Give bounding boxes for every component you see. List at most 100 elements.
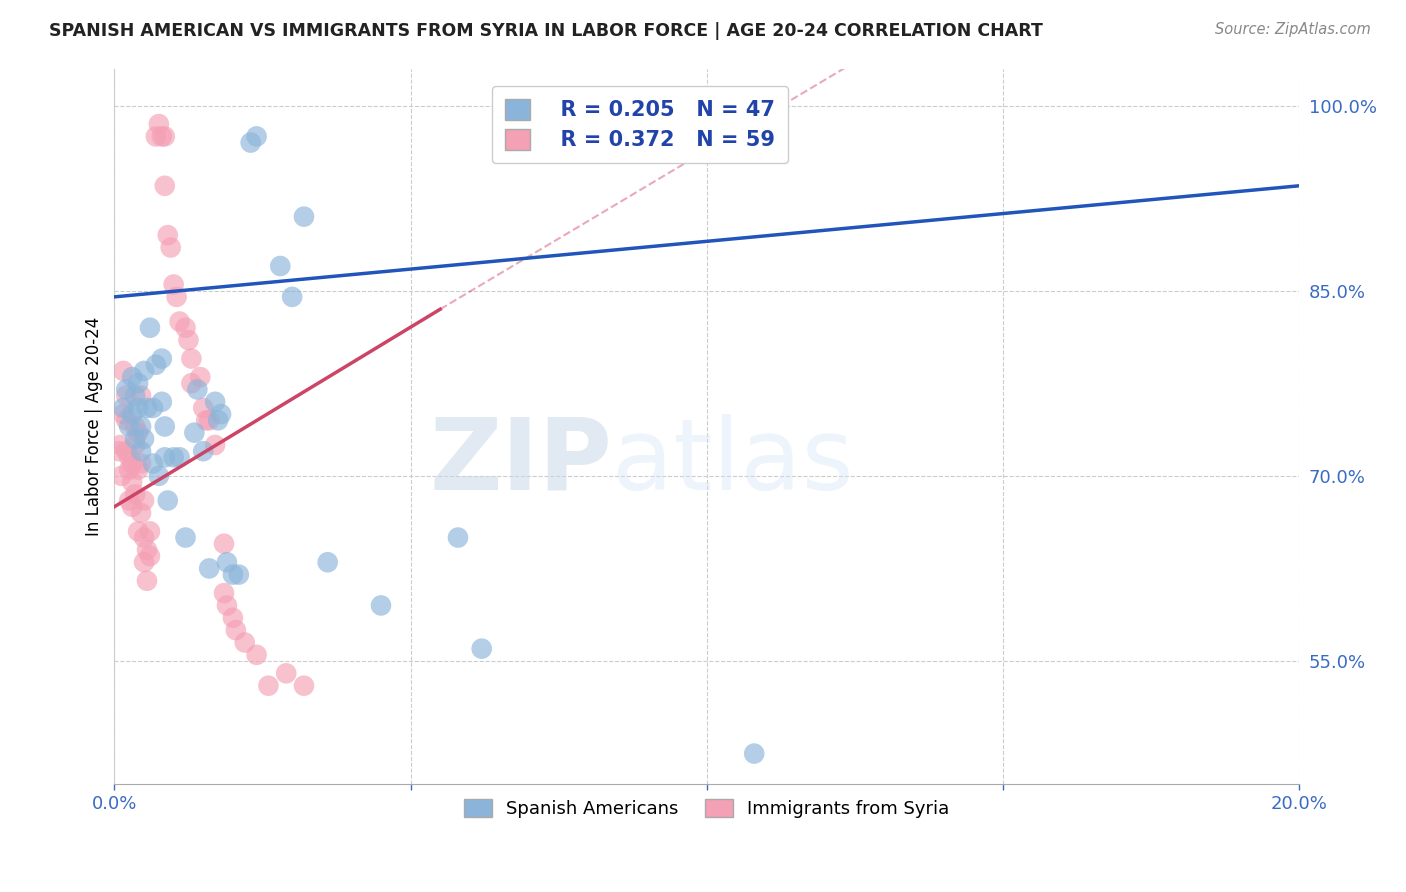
Point (129, 389, 152, 403)
Point (169, 450, 191, 465)
Point (177, 333, 200, 347)
Point (148, 117, 170, 131)
Point (121, 500, 143, 514)
Point (132, 432, 155, 446)
Point (159, 240, 181, 254)
Point (124, 438, 146, 452)
Point (115, 444, 138, 458)
Point (281, 290, 304, 304)
Point (471, 641, 494, 656)
Point (142, 457, 165, 471)
Point (180, 351, 202, 366)
Point (115, 383, 138, 397)
Point (127, 401, 149, 415)
Point (127, 463, 149, 477)
Point (129, 444, 152, 458)
Legend: Spanish Americans, Immigrants from Syria: Spanish Americans, Immigrants from Syria (457, 792, 956, 825)
Point (129, 457, 152, 471)
Point (132, 555, 155, 569)
Point (204, 394, 226, 409)
Point (174, 320, 197, 334)
Point (233, 635, 256, 649)
Point (136, 574, 159, 588)
Point (215, 599, 238, 613)
Point (142, 401, 165, 415)
Point (195, 413, 218, 427)
Text: atlas: atlas (612, 414, 853, 511)
Point (153, 450, 176, 465)
Point (212, 537, 235, 551)
Point (292, 679, 315, 693)
Point (212, 586, 235, 600)
Point (204, 438, 226, 452)
Point (132, 364, 155, 378)
Point (276, 666, 298, 681)
Point (207, 413, 229, 427)
Point (127, 425, 149, 440)
Point (156, 493, 179, 508)
Point (228, 567, 250, 582)
Point (156, 228, 179, 243)
Point (193, 444, 215, 458)
Point (316, 555, 339, 569)
Point (110, 438, 132, 452)
Point (124, 419, 146, 434)
Point (742, 747, 765, 761)
Point (245, 648, 267, 662)
Point (269, 259, 291, 273)
Point (447, 531, 470, 545)
Point (118, 463, 141, 477)
Point (127, 376, 149, 391)
Text: ZIP: ZIP (429, 414, 612, 511)
Text: SPANISH AMERICAN VS IMMIGRANTS FROM SYRIA IN LABOR FORCE | AGE 20-24 CORRELATION: SPANISH AMERICAN VS IMMIGRANTS FROM SYRI… (49, 22, 1043, 40)
Point (121, 475, 143, 489)
Point (136, 542, 159, 557)
Point (225, 623, 247, 637)
Point (148, 468, 170, 483)
Y-axis label: In Labor Force | Age 20-24: In Labor Force | Age 20-24 (86, 317, 103, 536)
Point (110, 468, 132, 483)
Point (292, 210, 315, 224)
Point (124, 432, 146, 446)
Point (198, 413, 221, 427)
Point (145, 129, 167, 144)
Point (245, 129, 267, 144)
Point (112, 407, 135, 421)
Point (112, 364, 135, 378)
Point (121, 370, 143, 384)
Point (145, 358, 167, 372)
Point (118, 419, 141, 434)
Point (153, 129, 176, 144)
Point (115, 413, 138, 427)
Point (124, 389, 146, 403)
Text: Source: ZipAtlas.com: Source: ZipAtlas.com (1215, 22, 1371, 37)
Point (115, 389, 138, 403)
Point (180, 376, 202, 391)
Point (186, 383, 208, 397)
Point (370, 599, 392, 613)
Point (129, 506, 152, 520)
Point (163, 277, 186, 292)
Point (132, 531, 155, 545)
Point (239, 136, 262, 150)
Point (174, 531, 197, 545)
Point (129, 419, 152, 434)
Point (136, 401, 159, 415)
Point (121, 407, 143, 421)
Point (112, 401, 135, 415)
Point (193, 401, 215, 415)
Point (139, 320, 162, 334)
Point (169, 314, 191, 328)
Point (209, 407, 232, 421)
Point (222, 611, 245, 625)
Point (153, 419, 176, 434)
Point (183, 425, 205, 440)
Point (118, 493, 141, 508)
Point (150, 394, 173, 409)
Point (132, 493, 155, 508)
Point (139, 524, 162, 539)
Point (153, 178, 176, 193)
Point (118, 450, 141, 465)
Point (198, 561, 221, 575)
Point (257, 679, 280, 693)
